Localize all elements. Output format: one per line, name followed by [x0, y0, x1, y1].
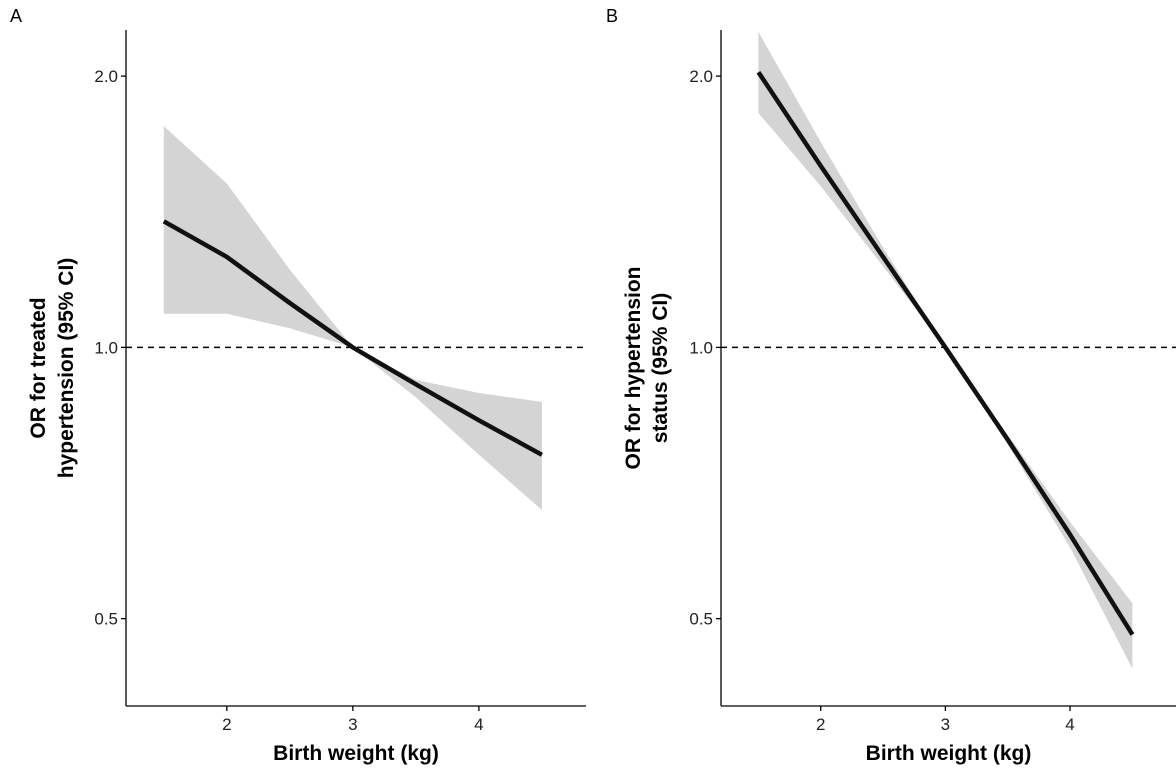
- y-axis-title-line: OR for hypertension: [622, 266, 645, 469]
- y-tick-label: 2.0: [94, 67, 118, 86]
- x-tick-label: 2: [816, 715, 825, 734]
- y-axis-title-line: status (95% CI): [649, 293, 672, 444]
- fitted-line: [162, 219, 543, 457]
- x-axis-title: Birth weight (kg): [273, 742, 439, 765]
- y-tick-label: 2.0: [689, 67, 713, 86]
- y-axis-title-line: OR for treated: [27, 297, 50, 438]
- panel-letter: A: [10, 6, 22, 26]
- panel-letter: B: [606, 6, 618, 26]
- x-tick-label: 2: [222, 715, 231, 734]
- y-tick-label: 0.5: [94, 610, 118, 629]
- x-tick-label: 3: [348, 715, 357, 734]
- y-tick-label: 1.0: [94, 338, 118, 357]
- x-axis-title: Birth weight (kg): [866, 742, 1032, 765]
- x-tick-label: 4: [1065, 715, 1074, 734]
- x-tick-label: 3: [941, 715, 950, 734]
- fitted-line: [756, 70, 1135, 636]
- confidence-band: [163, 126, 542, 510]
- y-tick-label: 0.5: [689, 610, 713, 629]
- y-tick-label: 1.0: [689, 338, 713, 357]
- y-axis-title-line: hypertension (95% CI): [55, 258, 78, 479]
- chart-panel-b: B 0.5 1.0 2.0 2 3 4 Birth weight (kg) OR for hyp…: [606, 6, 1176, 765]
- chart-panel-a: A 0.5 1.0 2.0 2 3 4 Birth weight (kg) OR for tre…: [10, 6, 586, 765]
- x-tick-label: 4: [474, 715, 483, 734]
